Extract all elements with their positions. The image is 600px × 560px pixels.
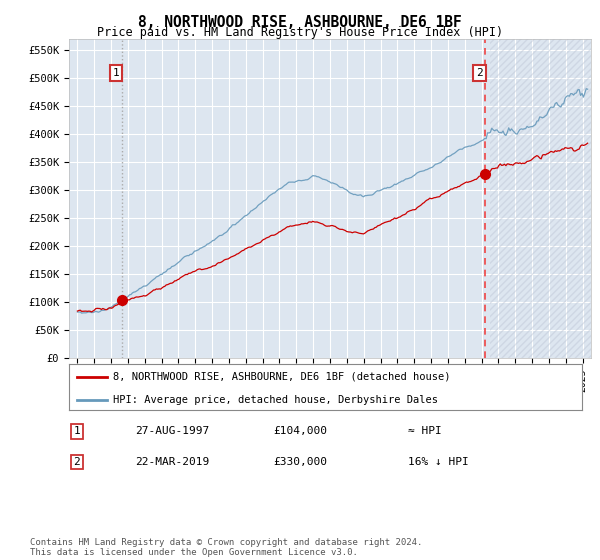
- Text: £104,000: £104,000: [273, 426, 327, 436]
- Text: 1: 1: [73, 426, 80, 436]
- Text: 1: 1: [113, 68, 119, 78]
- Text: HPI: Average price, detached house, Derbyshire Dales: HPI: Average price, detached house, Derb…: [113, 395, 437, 405]
- Text: 27-AUG-1997: 27-AUG-1997: [135, 426, 209, 436]
- Text: ≈ HPI: ≈ HPI: [408, 426, 442, 436]
- Text: Price paid vs. HM Land Registry's House Price Index (HPI): Price paid vs. HM Land Registry's House …: [97, 26, 503, 39]
- Text: 2: 2: [476, 68, 483, 78]
- Text: Contains HM Land Registry data © Crown copyright and database right 2024.
This d: Contains HM Land Registry data © Crown c…: [30, 538, 422, 557]
- Text: £330,000: £330,000: [273, 457, 327, 467]
- Text: 16% ↓ HPI: 16% ↓ HPI: [408, 457, 469, 467]
- Text: 2: 2: [73, 457, 80, 467]
- Text: 8, NORTHWOOD RISE, ASHBOURNE, DE6 1BF: 8, NORTHWOOD RISE, ASHBOURNE, DE6 1BF: [138, 15, 462, 30]
- Text: 22-MAR-2019: 22-MAR-2019: [135, 457, 209, 467]
- Text: 8, NORTHWOOD RISE, ASHBOURNE, DE6 1BF (detached house): 8, NORTHWOOD RISE, ASHBOURNE, DE6 1BF (d…: [113, 372, 450, 382]
